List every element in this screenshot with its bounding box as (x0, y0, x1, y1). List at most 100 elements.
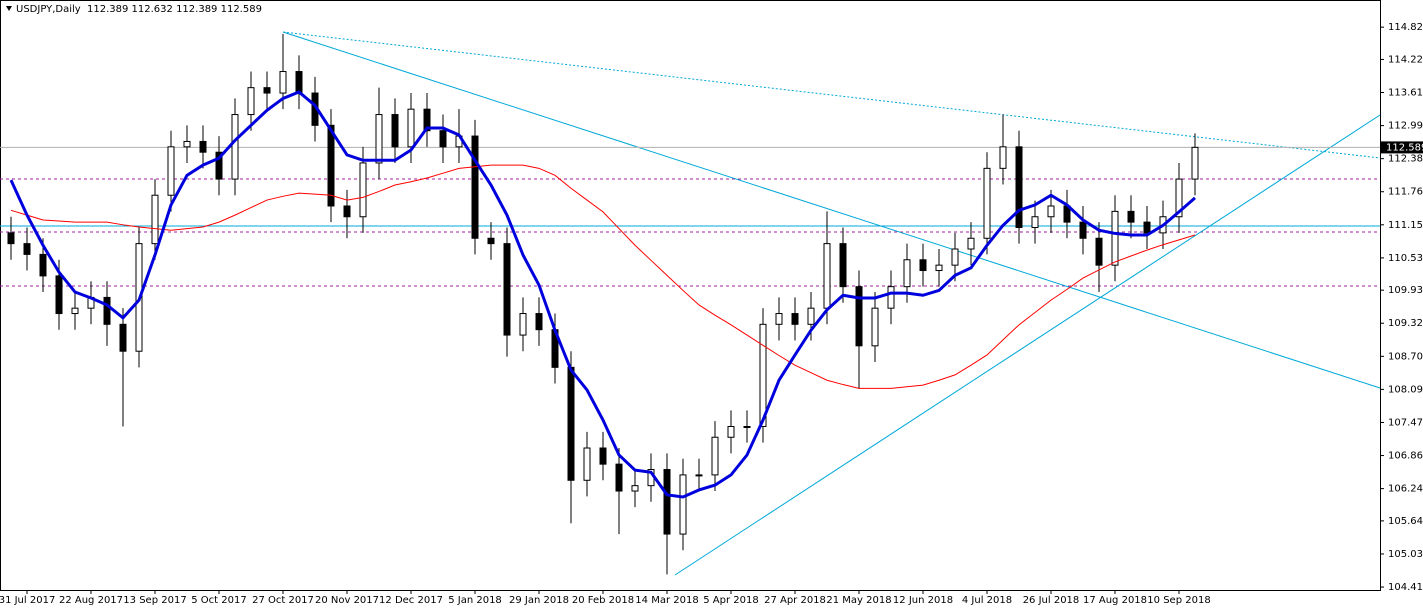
candle-body (839, 243, 847, 288)
candle-body (263, 87, 271, 94)
x-tick-label: 20 Feb 2018 (572, 595, 634, 606)
candle-body (1143, 221, 1151, 234)
candle-body (103, 296, 111, 325)
x-tick-label: 10 Sep 2018 (1147, 595, 1210, 606)
candle-body (23, 243, 31, 255)
candle-body (215, 151, 223, 180)
candle-body (631, 485, 639, 492)
trend-line (282, 31, 1381, 159)
candle-body (1047, 205, 1055, 218)
candle-body (599, 447, 607, 465)
candle-body (919, 259, 927, 272)
candle-body (119, 323, 127, 352)
y-tick-label: 114.825 (1388, 22, 1423, 33)
x-tick-label: 20 Nov 2017 (315, 595, 379, 606)
candle-body (1111, 210, 1119, 266)
candle-body (151, 194, 159, 245)
candle-body (1191, 146, 1199, 180)
y-tick-label: 113.610 (1388, 88, 1423, 99)
y-tick-label: 108.090 (1388, 384, 1423, 395)
candle-body (615, 463, 623, 492)
candle-body (519, 313, 527, 336)
y-tick-label: 110.535 (1388, 253, 1423, 264)
trend-line (674, 114, 1381, 576)
candle-body (487, 237, 495, 245)
menu-icon[interactable] (6, 6, 12, 11)
candle-body (247, 87, 255, 116)
candle-body (935, 264, 943, 272)
ma-line (9, 90, 1196, 499)
candle-body (343, 205, 351, 218)
x-tick-label: 27 Oct 2017 (252, 595, 314, 606)
candle-body (1175, 178, 1183, 218)
y-tick-label: 114.225 (1388, 54, 1423, 65)
y-tick-label: 108.705 (1388, 351, 1423, 362)
quote: 112.389 112.632 112.389 112.589 (87, 4, 262, 15)
y-tick-label: 105.645 (1388, 516, 1423, 527)
x-tick-label: 17 Aug 2018 (1083, 595, 1147, 606)
price-tag (1381, 141, 1423, 154)
candle-body (695, 474, 703, 477)
y-tick-label: 111.765 (1388, 187, 1423, 198)
ma-line (10, 164, 1196, 389)
candle-body (1095, 237, 1103, 266)
x-tick-label: 22 Aug 2017 (59, 595, 123, 606)
x-tick-label: 5 Apr 2018 (703, 595, 758, 606)
candle-body (663, 469, 671, 535)
candle-body (791, 313, 799, 325)
candle-body (1031, 216, 1039, 229)
candle-body (71, 307, 79, 315)
x-tick-label: 12 Dec 2017 (379, 595, 443, 606)
candle-body (1079, 221, 1087, 239)
candle-body (679, 474, 687, 535)
x-tick-label: 12 Jun 2018 (893, 595, 953, 606)
candle-body (535, 313, 543, 331)
candle-body (7, 232, 15, 245)
candle-body (183, 140, 191, 148)
y-tick-label: 109.935 (1388, 285, 1423, 296)
candle-body (951, 248, 959, 266)
candle-body (855, 286, 863, 347)
candle-body (1127, 210, 1135, 223)
candle-body (55, 275, 63, 315)
candle-body (391, 114, 399, 148)
symbol: USDJPY,Daily (16, 4, 81, 15)
candle-body (503, 243, 511, 336)
plot-frame (0, 0, 1381, 591)
candle-body (967, 237, 975, 250)
y-tick-label: 106.245 (1388, 484, 1423, 495)
candle-body (759, 323, 767, 427)
candle-body (999, 146, 1007, 169)
y-tick-label: 109.320 (1388, 318, 1423, 329)
x-tick-label: 27 Apr 2018 (764, 595, 826, 606)
x-tick-label: 5 Jan 2018 (448, 595, 502, 606)
candle-body (471, 135, 479, 239)
candle-body (279, 71, 287, 94)
candle-body (567, 366, 575, 481)
x-tick-label: 5 Oct 2017 (191, 595, 246, 606)
candle-body (807, 307, 815, 325)
candle-body (727, 425, 735, 438)
candle-body (439, 130, 447, 148)
x-tick-label: 21 May 2018 (826, 595, 891, 606)
candle-body (375, 114, 383, 164)
candle-body (231, 114, 239, 180)
candle-body (775, 313, 783, 325)
candle-body (711, 436, 719, 476)
x-tick-label: 4 Jul 2018 (962, 595, 1012, 606)
candle-body (359, 162, 367, 218)
candle-body (327, 124, 335, 207)
y-tick-label: 105.030 (1388, 549, 1423, 560)
candle-body (407, 108, 415, 148)
candle-body (871, 307, 879, 347)
candle-body (583, 447, 591, 481)
y-tick-label: 112.995 (1388, 121, 1423, 132)
candle-body (887, 286, 895, 309)
y-tick-label: 111.150 (1388, 220, 1423, 231)
x-tick-label: 29 Jan 2018 (509, 595, 569, 606)
y-tick-label: 107.475 (1388, 417, 1423, 428)
candle-body (39, 253, 47, 277)
candle-body (903, 259, 911, 288)
candle-body (743, 425, 751, 428)
